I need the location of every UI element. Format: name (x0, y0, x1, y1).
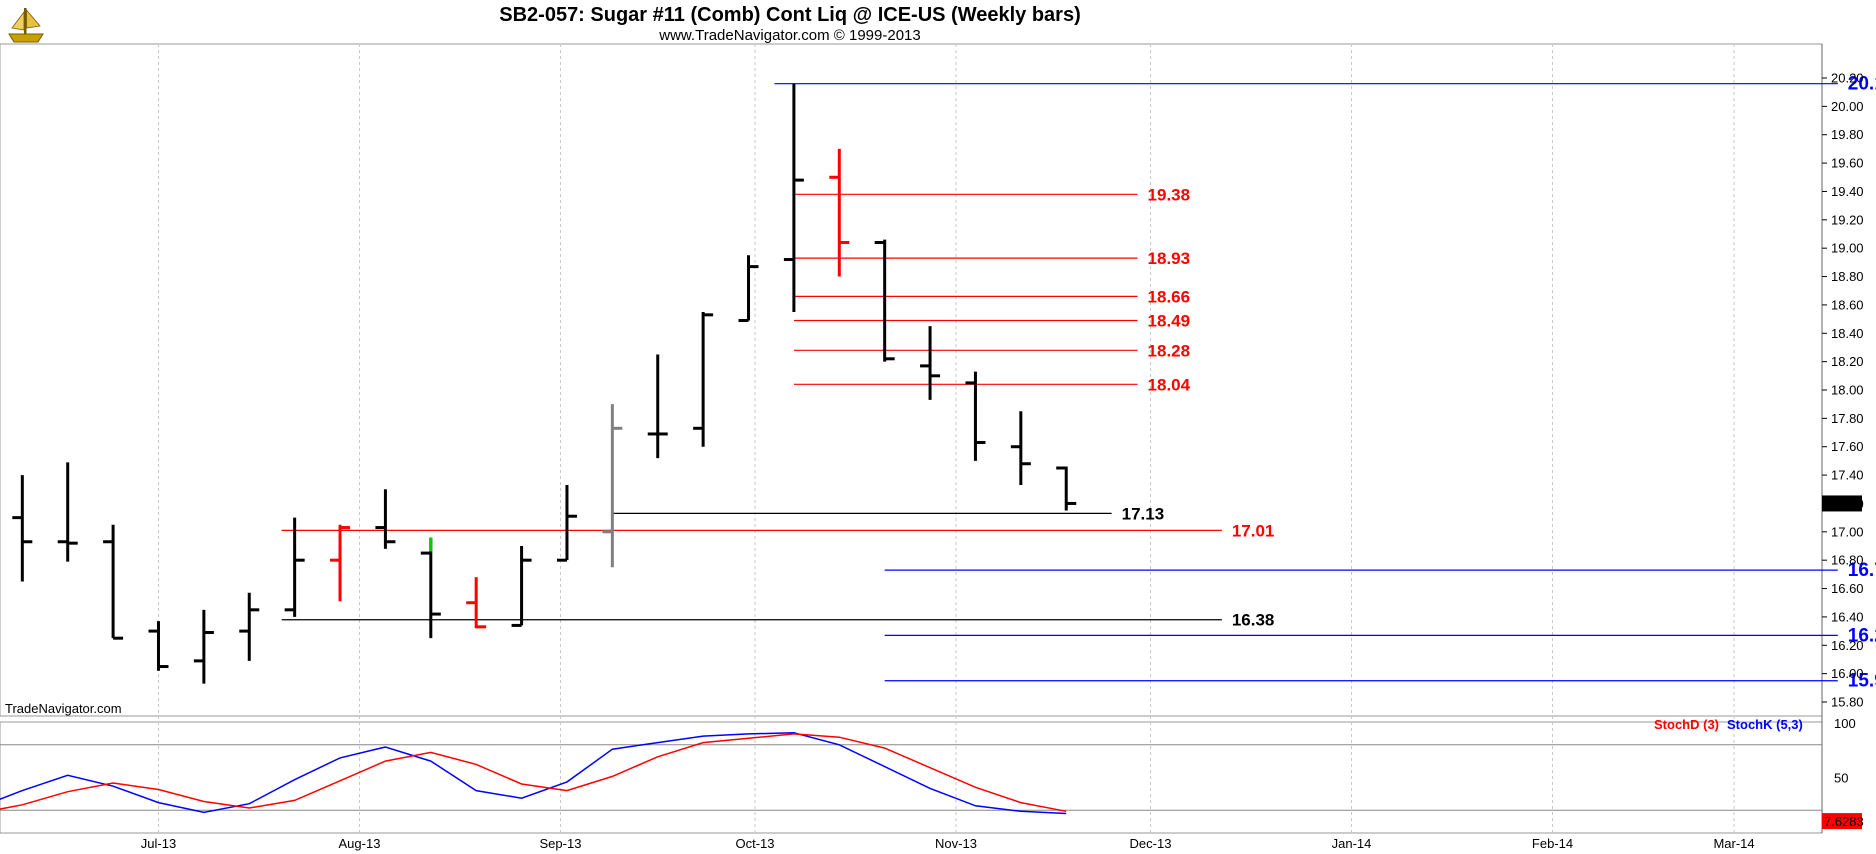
price-bar (829, 148, 850, 277)
stoch-tick-label: 50 (1834, 771, 1848, 786)
x-tick-label: Dec-13 (1130, 836, 1172, 851)
chart-subtitle: www.TradeNavigator.com © 1999-2013 (658, 27, 920, 44)
price-bar (57, 462, 78, 562)
level-label: 17.13 (1122, 504, 1165, 523)
y-tick-label: 16.80 (1831, 553, 1864, 568)
chart-title: SB2-057: Sugar #11 (Comb) Cont Liq @ ICE… (499, 4, 1080, 26)
y-tick-label: 16.20 (1831, 638, 1864, 653)
stoch-series-line (0, 732, 1067, 815)
stoch-legend: StochD (3) StochK (5,3) (1654, 717, 1803, 732)
price-bar (602, 404, 623, 568)
level-label: 16.27 (1848, 625, 1876, 646)
level-label: 15.95 (1848, 671, 1876, 692)
level-label: 18.93 (1148, 249, 1191, 268)
y-tick-label: 19.20 (1831, 212, 1864, 227)
price-bar (556, 485, 577, 562)
price-bar (511, 546, 532, 627)
stoch-series-line (0, 733, 1067, 813)
last-price-box (1822, 495, 1862, 512)
x-tick-label: Oct-13 (735, 836, 774, 851)
legend-stochk: StochK (5,3) (1727, 717, 1803, 732)
y-tick-label: 18.40 (1831, 326, 1864, 341)
y-tick-label: 16.60 (1831, 581, 1864, 596)
price-bar (330, 524, 351, 602)
level-label: 18.28 (1148, 341, 1191, 360)
time-axis: Jul-13 Aug-13 Sep-13 Oct-13 Nov-13 Dec-13 Jan-… (141, 836, 1755, 851)
price-bar (874, 239, 895, 362)
level-label: 17.01 (1232, 521, 1275, 540)
x-tick-label: Aug-13 (339, 836, 381, 851)
x-tick-label: Feb-14 (1532, 836, 1573, 851)
stochastic-panel: 50 100 (0, 716, 1862, 830)
y-tick-label: 20.20 (1831, 71, 1864, 86)
price-bar (466, 577, 487, 629)
price-bar (965, 371, 986, 461)
level-label: 16.38 (1232, 611, 1275, 630)
y-tick-label: 18.60 (1831, 297, 1864, 312)
y-tick-label: 19.60 (1831, 156, 1864, 171)
price-bar (647, 354, 668, 459)
y-tick-label: 18.00 (1831, 383, 1864, 398)
header: SB2-057: Sugar #11 (Comb) Cont Liq @ ICE… (8, 4, 1081, 44)
y-tick-label: 17.40 (1831, 468, 1864, 483)
price-bar (239, 592, 260, 661)
stoch-last-value-box (1822, 813, 1862, 830)
x-tick-label: Sep-13 (540, 836, 582, 851)
price-bar (193, 609, 214, 684)
price-bar (375, 489, 396, 549)
y-tick-label: 19.80 (1831, 127, 1864, 142)
y-tick-label: 15.80 (1831, 695, 1864, 710)
y-tick-label: 17.80 (1831, 411, 1864, 426)
x-tick-label: Mar-14 (1713, 836, 1754, 851)
stoch-tick-label: 100 (1834, 716, 1856, 731)
y-tick-label: 16.00 (1831, 666, 1864, 681)
level-label: 18.04 (1148, 375, 1191, 394)
level-label: 16.73 (1848, 560, 1876, 581)
price-bar (920, 326, 941, 400)
level-label: 20.16 (1848, 74, 1876, 95)
stoch-last-value-label: 7.6283 (1824, 814, 1864, 829)
y-tick-label: 20.00 (1831, 99, 1864, 114)
level-label: 19.38 (1148, 185, 1191, 204)
price-bar (783, 83, 804, 312)
x-tick-label: Jul-13 (141, 836, 176, 851)
price-bar (148, 621, 169, 671)
level-label: 18.66 (1148, 287, 1191, 306)
price-bar (103, 524, 124, 640)
y-tick-label: 19.40 (1831, 184, 1864, 199)
last-price-label: 17.200 (1824, 496, 1864, 511)
price-bar (1010, 411, 1031, 486)
price-bar (420, 537, 441, 639)
support-resistance-levels: 20.16 19.38 18.93 18.66 18.49 18.28 18.04 17.13… (281, 74, 1876, 692)
x-tick-label: Nov-13 (935, 836, 977, 851)
price-bar (693, 312, 714, 447)
legend-stochd: StochD (3) (1654, 717, 1719, 732)
y-tick-label: 17.00 (1831, 524, 1864, 539)
y-tick-label: 19.00 (1831, 241, 1864, 256)
y-tick-label: 16.40 (1831, 609, 1864, 624)
price-bar (738, 255, 759, 323)
ship-icon (8, 8, 44, 43)
y-tick-label: 18.80 (1831, 269, 1864, 284)
watermark: TradeNavigator.com (5, 701, 122, 716)
y-tick-label: 18.20 (1831, 354, 1864, 369)
price-bar (284, 517, 305, 617)
ohlc-bars (12, 83, 1077, 684)
y-tick-label: 17.60 (1831, 439, 1864, 454)
level-label: 18.49 (1148, 312, 1191, 331)
x-tick-label: Jan-14 (1332, 836, 1372, 851)
price-bar (12, 475, 33, 582)
price-bar (1056, 466, 1077, 511)
